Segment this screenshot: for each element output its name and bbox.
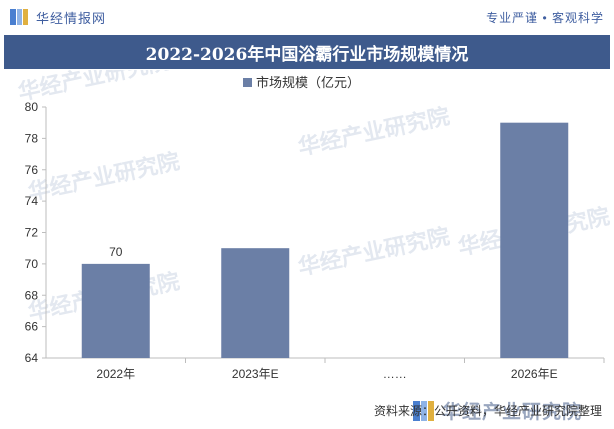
brand-name: 华经情报网	[36, 10, 107, 26]
data-label: 70	[109, 245, 123, 259]
bar	[81, 263, 150, 358]
y-tick-label: 72	[25, 226, 39, 240]
top-bar: 华经情报网 专业严谨 • 客观科学	[0, 0, 614, 34]
watermark-text: 华经产业研究院	[296, 223, 452, 279]
source-note: 资料来源：公开资料，华经产业研究院整理	[373, 404, 602, 418]
y-tick-label: 64	[25, 351, 39, 365]
legend-swatch	[243, 78, 252, 87]
legend-label: 市场规模（亿元）	[256, 75, 360, 90]
watermark-text: 华经产业研究院	[26, 148, 182, 204]
watermark-text: 华经产业研究院	[16, 70, 172, 105]
y-tick-label: 68	[25, 288, 39, 302]
bar	[221, 248, 290, 358]
footer-brand: 华经产业研究院	[412, 397, 582, 424]
footer: 华经产业研究院 资料来源：公开资料，华经产业研究院整理	[0, 395, 614, 429]
y-tick-label: 74	[25, 194, 39, 208]
brand: 华经情报网	[8, 6, 106, 28]
title-bar: 2022-2026年中国浴霸行业市场规模情况	[4, 35, 610, 69]
bar-chart: 华经产业研究院华经产业研究院华经产业研究院华经产业研究院华经产业研究院华经产业研…	[16, 70, 612, 381]
bar	[500, 122, 569, 358]
x-tick-label: 2022年	[96, 367, 135, 381]
y-tick-label: 80	[25, 100, 39, 114]
y-tick-label: 70	[25, 257, 39, 271]
slogan: 专业严谨 • 客观科学	[486, 10, 604, 25]
y-tick-label: 76	[25, 163, 39, 177]
footer-logo-icon	[413, 400, 434, 421]
x-tick-label: 2026年E	[511, 367, 558, 381]
chart-title: 2022-2026年中国浴霸行业市场规模情况	[145, 44, 469, 65]
y-tick-label: 78	[25, 131, 39, 145]
footer-brand-text: 华经产业研究院	[442, 402, 583, 423]
x-tick-label: 2023年E	[232, 367, 279, 381]
brand-logo-icon	[10, 9, 28, 25]
watermark-text: 华经产业研究院	[296, 103, 452, 159]
y-tick-label: 66	[25, 320, 39, 334]
x-tick-label: ……	[383, 367, 407, 381]
